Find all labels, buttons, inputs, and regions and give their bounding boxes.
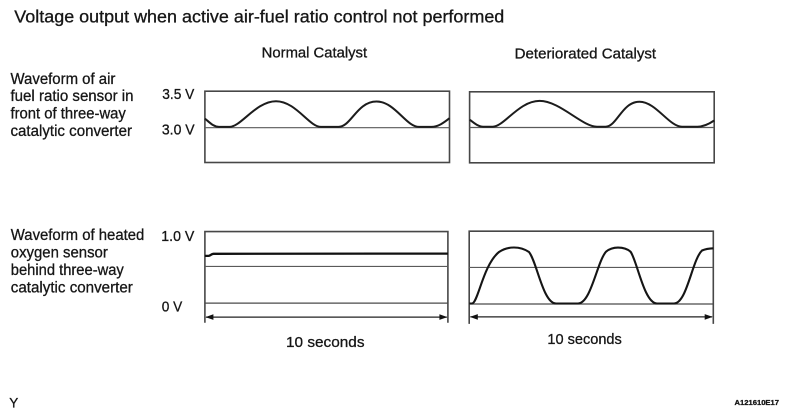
svg-text:3.5 V: 3.5 V — [162, 86, 195, 103]
svg-text:Y: Y — [9, 396, 18, 411]
svg-text:10 seconds: 10 seconds — [547, 331, 621, 348]
svg-text:Normal Catalyst: Normal Catalyst — [262, 46, 367, 62]
svg-text:front of three-way: front of three-way — [11, 106, 127, 123]
svg-text:catalytic converter: catalytic converter — [11, 123, 133, 140]
svg-text:A121610E17: A121610E17 — [735, 398, 780, 407]
svg-text:3.0 V: 3.0 V — [162, 122, 195, 139]
svg-text:fuel ratio sensor in: fuel ratio sensor in — [11, 88, 134, 105]
svg-text:Voltage output when active air: Voltage output when active air-fuel rati… — [14, 6, 504, 26]
svg-text:Deteriorated Catalyst: Deteriorated Catalyst — [515, 47, 656, 63]
svg-text:oxygen sensor: oxygen sensor — [11, 244, 108, 261]
svg-text:0 V: 0 V — [162, 298, 183, 315]
svg-text:10 seconds: 10 seconds — [286, 334, 365, 351]
svg-text:Waveform of air: Waveform of air — [11, 71, 116, 88]
svg-text:catalytic converter: catalytic converter — [11, 280, 133, 297]
svg-text:1.0 V: 1.0 V — [161, 228, 195, 245]
svg-text:Waveform of heated: Waveform of heated — [11, 227, 145, 244]
svg-text:behind three-way: behind three-way — [11, 262, 124, 279]
